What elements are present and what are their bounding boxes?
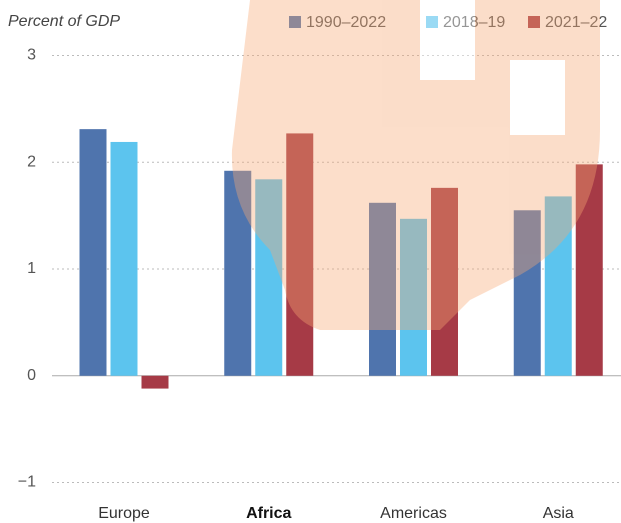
bar bbox=[286, 133, 314, 376]
x-tick-label: Asia bbox=[543, 505, 574, 522]
bar bbox=[110, 141, 138, 376]
y-tick-label: 1 bbox=[27, 260, 36, 277]
legend-swatch bbox=[528, 16, 540, 28]
y-tick-label: −1 bbox=[18, 474, 36, 491]
bar bbox=[513, 210, 541, 376]
bar bbox=[224, 170, 252, 376]
legend-label: 1990–2022 bbox=[306, 14, 386, 31]
watermark-shape bbox=[231, 0, 600, 330]
legend-swatch bbox=[289, 16, 301, 28]
legend-label: 2021–22 bbox=[545, 14, 607, 31]
watermark bbox=[231, 0, 600, 330]
bar bbox=[79, 129, 107, 376]
x-tick-label: Europe bbox=[98, 505, 150, 522]
bar bbox=[255, 179, 283, 376]
y-tick-label: 0 bbox=[27, 367, 36, 384]
watermark-slot bbox=[420, 0, 475, 80]
bar bbox=[400, 218, 427, 376]
x-tick-label: Americas bbox=[380, 505, 447, 522]
bar bbox=[544, 196, 572, 376]
bar bbox=[431, 187, 458, 376]
legend-swatch bbox=[426, 16, 438, 28]
x-tick-label: Africa bbox=[246, 505, 291, 522]
bar bbox=[369, 202, 396, 376]
bar bbox=[575, 164, 603, 376]
watermark-slot bbox=[510, 60, 565, 135]
y-tick-label: 2 bbox=[27, 153, 36, 170]
y-tick-label: 3 bbox=[27, 47, 36, 64]
y-axis-title: Percent of GDP bbox=[8, 13, 120, 30]
bar bbox=[141, 375, 169, 389]
legend-label: 2018–19 bbox=[443, 14, 505, 31]
